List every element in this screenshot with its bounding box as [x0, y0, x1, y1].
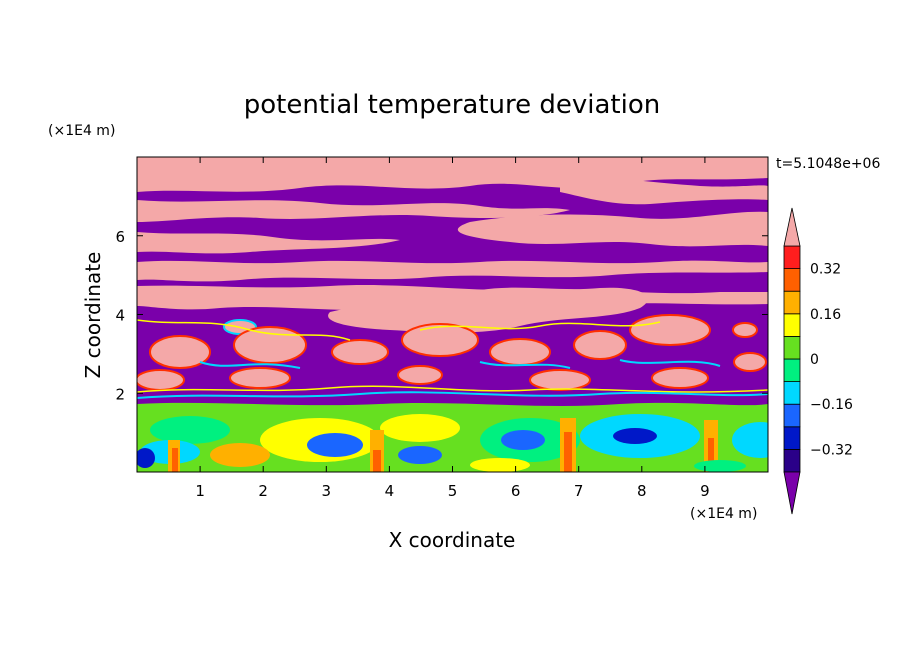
colorbar-band [783, 381, 801, 405]
colorbar-band [783, 358, 801, 383]
y-tick-label: 6 [115, 228, 125, 246]
y-axis-label: Z coordinate [81, 252, 105, 379]
colorbar-label: −0.16 [810, 397, 853, 413]
contour-field [137, 157, 768, 472]
colorbar-band [783, 448, 801, 473]
x-tick-label: 1 [195, 482, 205, 500]
colorbar-band [783, 426, 801, 450]
colorbar-band [783, 335, 801, 360]
colorbar-label: 0.32 [810, 262, 841, 278]
x-tick-label: 8 [637, 482, 647, 500]
time-label: t=5.1048e+06 [776, 156, 880, 172]
boundary-layer-eddies [137, 414, 768, 472]
y-tick-label: 2 [115, 385, 125, 403]
x-tick-label: 3 [322, 482, 332, 500]
colorbar-bottom-triangle [783, 471, 801, 515]
colorbar-band [783, 313, 801, 337]
x-axis-label: X coordinate [389, 528, 516, 552]
x-tick-label: 4 [385, 482, 395, 500]
x-tick-label: 5 [448, 482, 458, 500]
y-tick-label: 4 [115, 307, 125, 325]
colorbar-label: 0 [810, 352, 819, 368]
x-tick-label: 7 [574, 482, 584, 500]
colorbar: 0.32 0.16 0 −0.16 −0.32 [783, 207, 853, 515]
chart-title: potential temperature deviation [244, 90, 660, 120]
colorbar-top-triangle [783, 207, 801, 247]
colorbar-band [783, 245, 801, 270]
x-tick-label: 2 [258, 482, 268, 500]
x-tick-label: 9 [700, 482, 710, 500]
colorbar-label: −0.32 [810, 442, 853, 458]
y-unit-label: (×1E4 m) [48, 123, 115, 139]
x-axis-ticks: 1 2 3 4 5 6 7 8 9 [195, 157, 710, 500]
colorbar-band [783, 290, 801, 315]
colorbar-band [783, 403, 801, 428]
y-axis-ticks: 2 4 6 [115, 228, 768, 403]
colorbar-label: 0.16 [810, 307, 841, 323]
x-tick-label: 6 [511, 482, 521, 500]
colorbar-band [783, 268, 801, 292]
x-unit-label: (×1E4 m) [690, 506, 757, 522]
